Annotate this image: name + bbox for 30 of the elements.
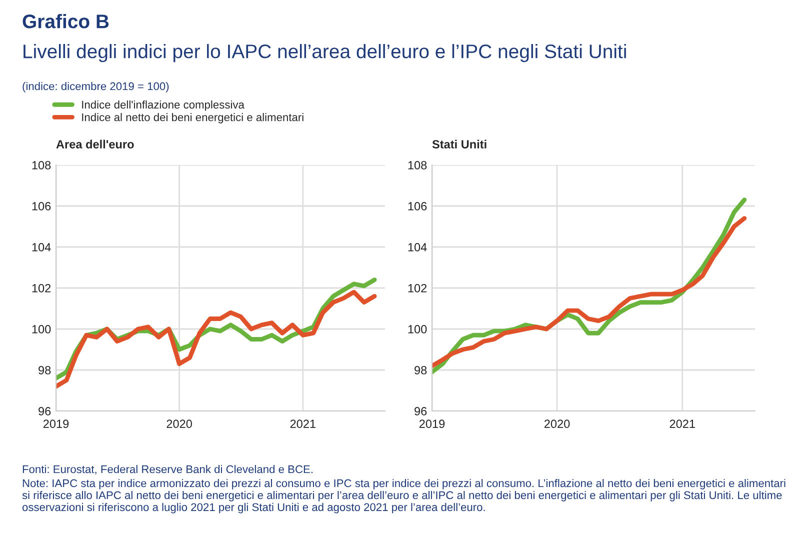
- legend-label: Indice dell'inflazione complessiva: [82, 100, 244, 111]
- y-tick-label: 98: [414, 366, 427, 374]
- chart-title: Stati Uniti: [432, 140, 486, 148]
- x-tick-label: 2020: [544, 420, 570, 428]
- text: Note: IAPC sta per indice armonizzato dei prezzi al consumo e IPC sta per indice dei prezzi al consumo. L’inflazione al netto dei beni energetici e alimentari si riferisce allo IAPC al netto dei beni energetici e alimentari per l’area dell’euro e all’IPC al netto dei beni energetici e alimentari per gli Stati Uniti. Le ultime osservazioni si riferiscono a luglio 2021 per gli Stati Uniti e ad agosto 2021 per l’area dell’euro.: [22, 479, 786, 514]
- x-tick-label: 2020: [166, 420, 192, 428]
- chart-title: Area dell'euro: [56, 140, 134, 148]
- text: Grafico B: [22, 14, 109, 28]
- y-tick-label: 106: [32, 202, 51, 210]
- x-tick-label: 2021: [290, 420, 316, 428]
- y-tick-label: 102: [32, 284, 51, 292]
- y-tick-label: 96: [414, 407, 427, 416]
- y-tick-label: 104: [408, 243, 427, 252]
- y-tick-label: 106: [408, 202, 427, 210]
- y-tick-label: 108: [408, 161, 427, 170]
- y-tick-label: 96: [38, 407, 51, 416]
- y-tick-label: 98: [38, 366, 51, 374]
- legend-label: Indice al netto dei beni energetici e alimentari: [82, 113, 304, 124]
- text: Livelli degli indici per lo IAPC nell’area dell’euro e l’IPC negli Stati Uniti: [24, 44, 626, 62]
- y-tick-label: 100: [32, 325, 51, 334]
- y-tick-label: 100: [408, 325, 427, 334]
- text: Fonti: Eurostat, Federal Reserve Bank di Cleveland e BCE.: [22, 465, 312, 474]
- y-tick-label: 108: [32, 161, 51, 170]
- y-tick-label: 104: [32, 243, 51, 252]
- x-tick-label: 2021: [670, 420, 695, 428]
- text: (indice: dicembre 2019 = 100): [22, 82, 169, 92]
- y-tick-label: 102: [408, 284, 427, 292]
- line-series: [56, 290, 377, 389]
- x-tick-label: 2019: [419, 420, 445, 428]
- x-tick-label: 2019: [43, 420, 69, 428]
